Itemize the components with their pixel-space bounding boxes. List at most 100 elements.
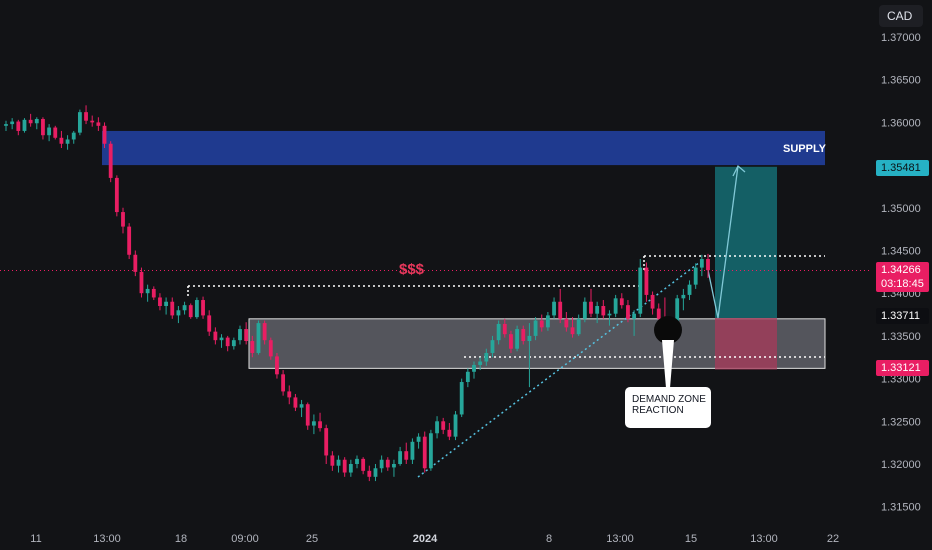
candle	[10, 118, 15, 130]
candle	[268, 337, 273, 360]
candle	[687, 280, 692, 301]
candle-body	[28, 119, 33, 124]
candle-body	[410, 441, 415, 460]
candle	[626, 300, 630, 323]
candle	[496, 320, 501, 345]
candle	[595, 301, 600, 324]
candle	[465, 368, 470, 388]
candle	[558, 288, 563, 324]
candle-body	[693, 267, 698, 285]
candle	[589, 288, 593, 318]
x-tick-label: 15	[685, 533, 697, 545]
candle	[681, 288, 686, 311]
candle	[404, 442, 409, 464]
x-tick-label: 22	[827, 533, 839, 545]
candle-body	[324, 428, 329, 456]
candle-body	[484, 352, 489, 362]
candle-body	[219, 337, 224, 341]
candle	[34, 117, 39, 130]
candle	[213, 327, 218, 345]
candle	[613, 294, 618, 318]
candle	[102, 122, 107, 149]
candle	[582, 297, 587, 323]
candle-body	[16, 121, 21, 131]
x-tick-label: 09:00	[231, 533, 259, 545]
projection-path	[707, 165, 739, 319]
candle	[244, 322, 249, 345]
candle	[539, 314, 544, 332]
candle-body	[472, 364, 476, 372]
candle-body	[194, 300, 199, 318]
candle-body	[201, 300, 205, 316]
candle	[287, 385, 292, 405]
y-tick-label: 1.34500	[881, 246, 921, 258]
candle-body	[281, 374, 286, 392]
candle	[275, 352, 279, 379]
candle-body	[656, 308, 661, 319]
candle-body	[613, 298, 618, 314]
candle-body	[318, 421, 322, 429]
candle-body	[348, 464, 353, 473]
candle-body	[385, 459, 390, 468]
candle-body	[4, 124, 8, 126]
candle-body	[447, 429, 452, 437]
candle-body	[361, 458, 366, 471]
candle	[644, 262, 649, 302]
candle	[527, 323, 532, 388]
candle-body	[250, 341, 255, 353]
candle-body	[404, 451, 409, 460]
candle-body	[392, 464, 396, 468]
candle	[176, 306, 181, 324]
candle	[619, 293, 624, 309]
candle	[281, 370, 286, 396]
candle-body	[379, 459, 384, 469]
callout-line-2: REACTION	[632, 405, 684, 416]
candle-body	[515, 329, 520, 349]
x-tick-label: 8	[546, 533, 552, 545]
candle	[373, 464, 378, 482]
candle	[22, 118, 27, 133]
candle	[398, 446, 403, 466]
candle	[564, 311, 569, 332]
candle-body	[133, 254, 138, 272]
candle-body	[502, 323, 507, 335]
candle	[4, 120, 8, 131]
candle-body	[256, 323, 261, 353]
candle	[225, 335, 230, 352]
projection-arrowhead	[732, 164, 746, 177]
candle	[385, 457, 390, 471]
time-axis[interactable]: 11 13:00 18 09:00 25 2024 8 13:00 15 13:00 22	[30, 533, 839, 545]
candle	[428, 429, 433, 471]
x-tick-label: 2024	[413, 533, 438, 545]
candle-body	[158, 297, 162, 307]
candle	[675, 294, 680, 324]
candle-body	[644, 267, 649, 295]
candle-body	[626, 305, 630, 319]
candle-body	[299, 404, 304, 408]
candle-body	[244, 329, 249, 342]
candle	[114, 175, 119, 217]
candle-body	[558, 301, 563, 319]
candle	[188, 303, 193, 319]
candle-body	[490, 340, 495, 353]
candle	[367, 465, 372, 482]
currency-button[interactable]: CAD	[879, 5, 923, 27]
stop-zone	[715, 317, 777, 370]
candle-body	[521, 329, 526, 342]
candle-body	[305, 404, 310, 426]
candle-body	[453, 414, 458, 437]
y-tick-label: 1.31500	[881, 502, 921, 514]
candle-body	[268, 340, 273, 357]
candle-body	[589, 301, 593, 314]
candle	[311, 414, 316, 435]
price-axis[interactable]: 1.370001.365001.360001.355001.350001.345…	[881, 32, 921, 514]
candle-body	[231, 340, 236, 347]
price-label-stop: 1.33121	[876, 360, 929, 376]
candle	[201, 296, 205, 319]
candle-body	[533, 320, 538, 336]
candle-body	[188, 305, 193, 318]
candle-body	[176, 310, 181, 316]
candle	[632, 310, 637, 336]
candle	[194, 297, 199, 319]
